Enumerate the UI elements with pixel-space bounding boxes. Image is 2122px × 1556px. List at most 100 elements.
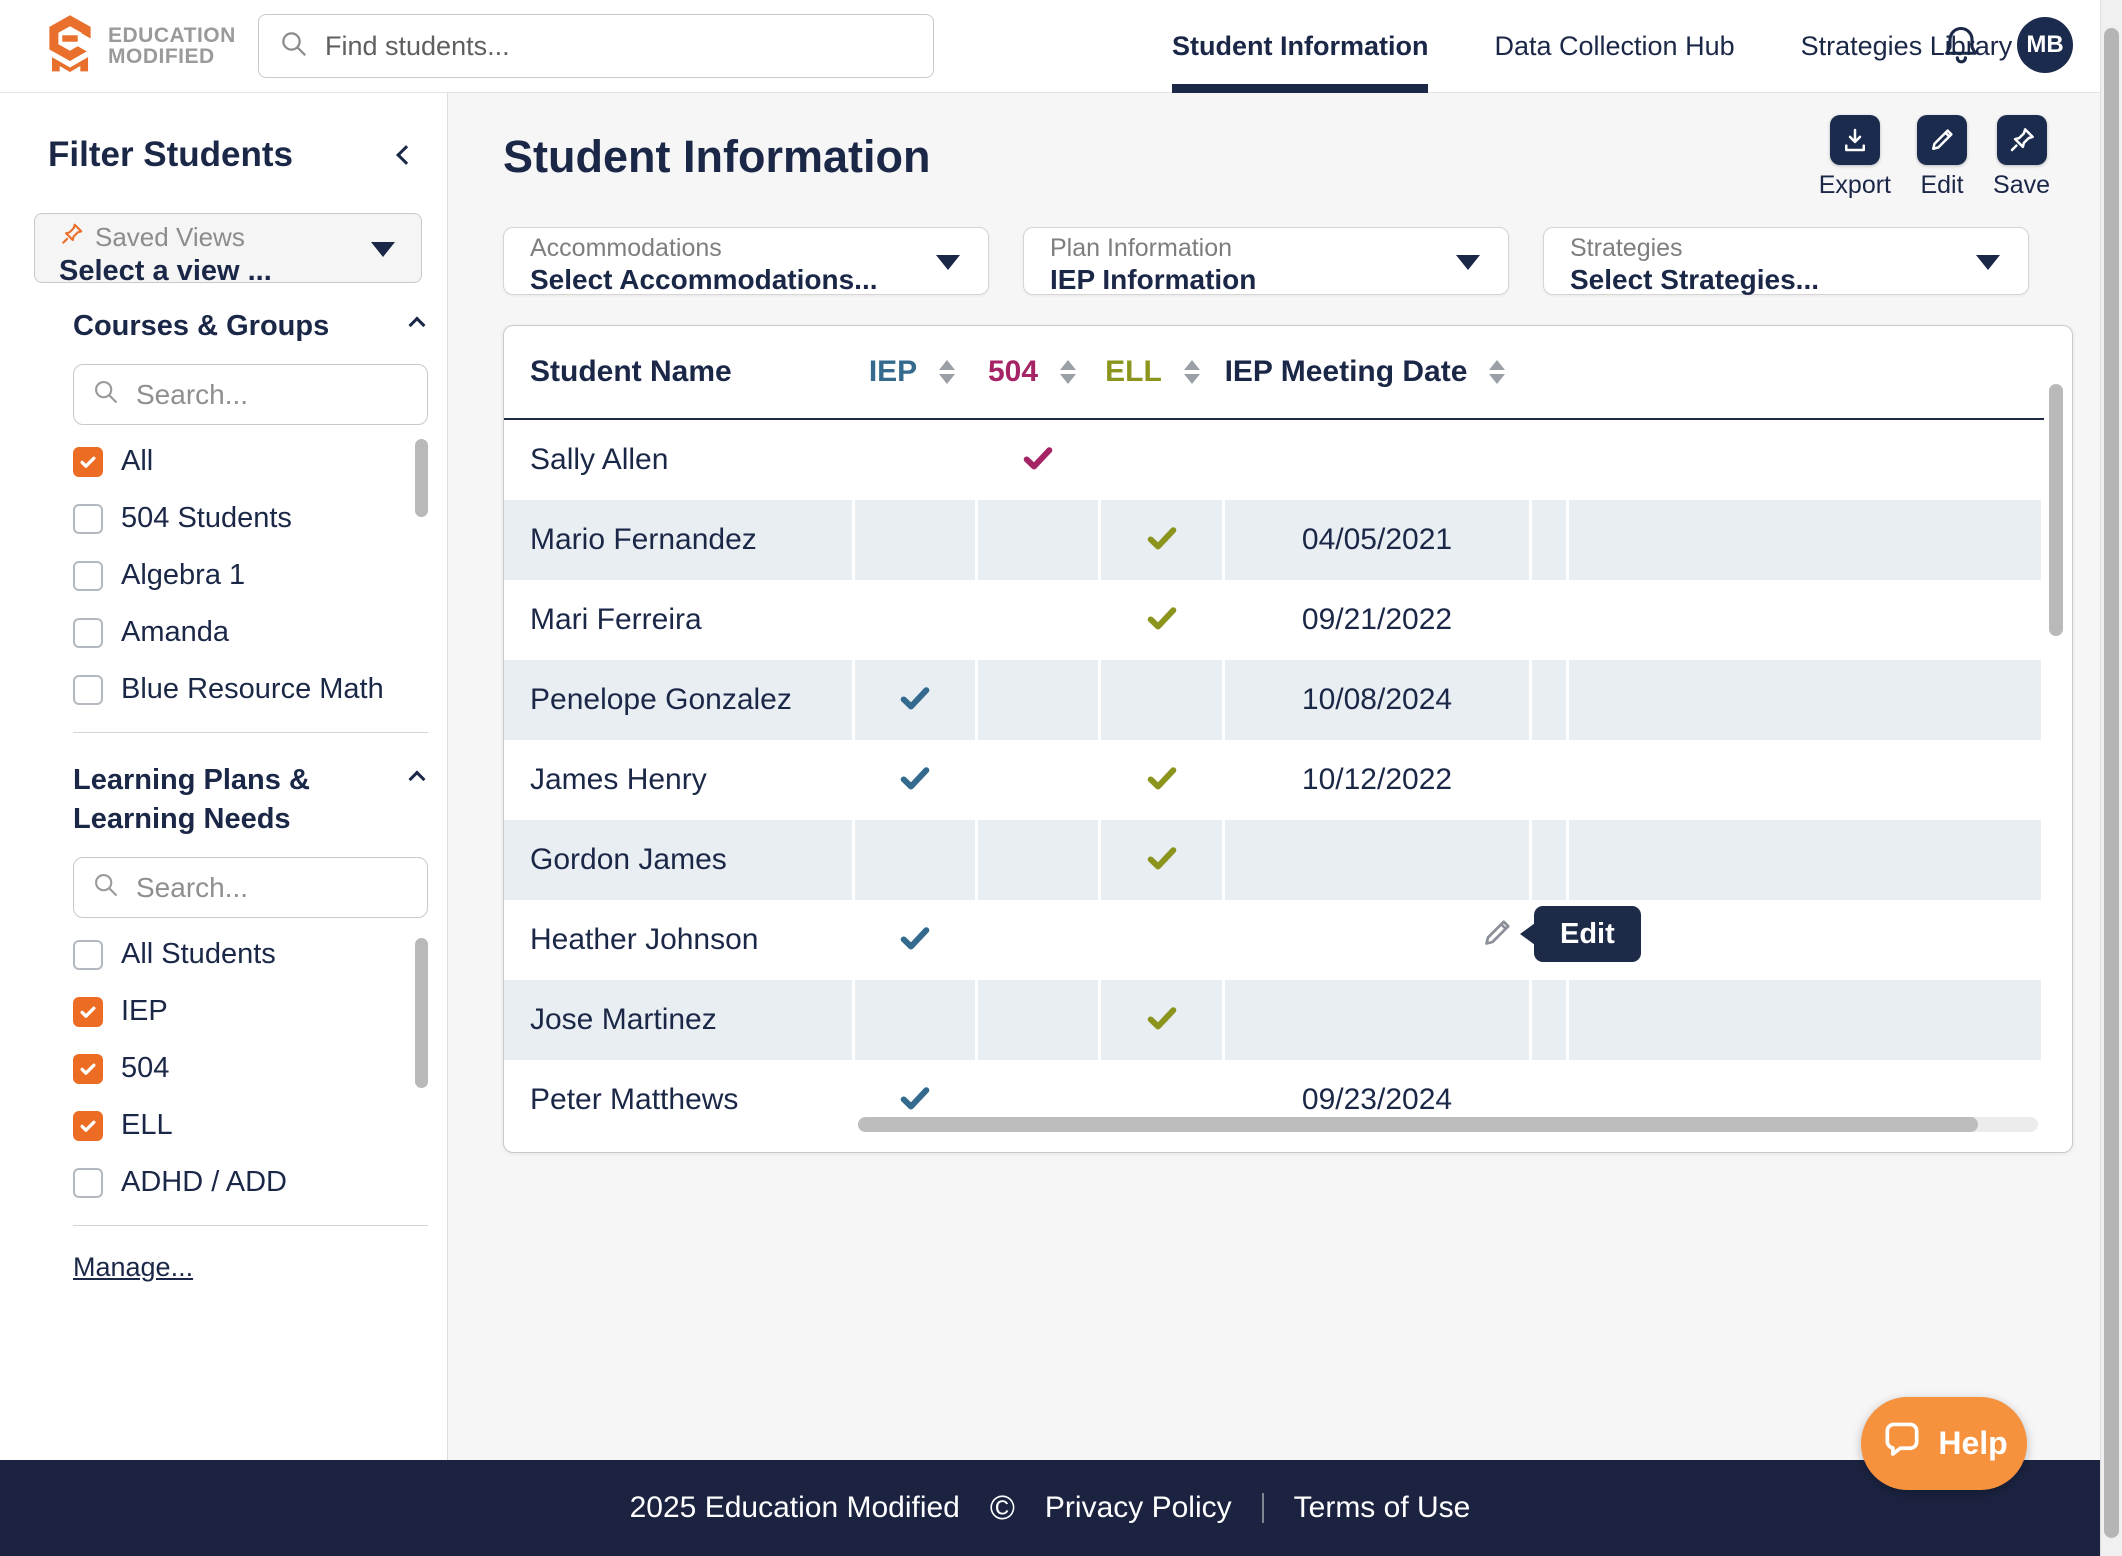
column-header-504[interactable]: 504 bbox=[972, 355, 1092, 389]
page-scrollbar[interactable] bbox=[2100, 0, 2122, 1556]
column-label: ELL bbox=[1105, 355, 1162, 388]
column-label: IEP bbox=[868, 355, 918, 388]
table-row-gordon-james[interactable]: Gordon James bbox=[504, 820, 2041, 900]
checkbox-checked[interactable] bbox=[73, 996, 103, 1027]
filter-option-adhd-add[interactable]: ADHD / ADD bbox=[73, 1154, 428, 1211]
help-button[interactable]: Help bbox=[1861, 1397, 2027, 1490]
dropdown-label: Accommodations bbox=[530, 234, 722, 262]
page-scrollbar-thumb[interactable] bbox=[2104, 28, 2119, 1538]
table-horizontal-scrollbar[interactable] bbox=[858, 1117, 1978, 1132]
dropdown-value: Select Strategies... bbox=[1570, 264, 1820, 295]
plan-information-dropdown[interactable]: Plan Information IEP Information bbox=[1023, 227, 1509, 295]
chevron-up-icon[interactable] bbox=[408, 770, 426, 788]
section-courses-groups: Courses & Groups All 504 Students Algebra … bbox=[34, 307, 428, 734]
filter-option-all[interactable]: All bbox=[73, 433, 428, 490]
cell-ell bbox=[1101, 500, 1222, 580]
filter-option-label: Blue Resource Math bbox=[121, 673, 384, 706]
user-avatar[interactable]: MB bbox=[2017, 17, 2073, 73]
nav-student-information[interactable]: Student Information bbox=[1172, 0, 1429, 93]
dropdown-value: IEP Information bbox=[1050, 264, 1257, 295]
learning-plans-search-input[interactable] bbox=[136, 871, 409, 904]
terms-of-use-link[interactable]: Terms of Use bbox=[1293, 1491, 1471, 1524]
checkbox[interactable] bbox=[73, 560, 103, 591]
list-scrollbar[interactable] bbox=[415, 938, 428, 1089]
pin-icon bbox=[1996, 115, 2047, 165]
app-header: EDUCATION MODIFIED Student Information Da… bbox=[0, 0, 2100, 93]
manage-link[interactable]: Manage... bbox=[73, 1252, 194, 1283]
search-input[interactable] bbox=[325, 30, 913, 62]
table-vertical-scrollbar[interactable] bbox=[2049, 384, 2063, 636]
table-row-jose-martinez[interactable]: Jose Martinez bbox=[504, 980, 2041, 1060]
filter-sidebar: Filter Students Saved Views Select a vie… bbox=[0, 93, 448, 1460]
filter-option-ell[interactable]: ELL bbox=[73, 1097, 428, 1154]
list-scrollbar[interactable] bbox=[415, 439, 428, 518]
sidebar-collapse-icon[interactable] bbox=[396, 145, 416, 165]
sort-arrows-icon[interactable] bbox=[939, 360, 956, 384]
column-header-iep[interactable]: IEP bbox=[852, 355, 972, 389]
filter-option-label: ADHD / ADD bbox=[121, 1166, 287, 1199]
filter-option-504-students[interactable]: 504 Students bbox=[73, 490, 428, 547]
saved-views-dropdown[interactable]: Saved Views Select a view ... bbox=[34, 213, 422, 287]
cell-spacer bbox=[1532, 660, 1566, 740]
checkbox[interactable] bbox=[73, 1167, 103, 1198]
table-row-james-henry[interactable]: James Henry 10/12/2022 bbox=[504, 740, 2041, 820]
checkbox[interactable] bbox=[73, 503, 103, 534]
filter-option-504[interactable]: 504 bbox=[73, 1040, 428, 1097]
cell-ell bbox=[1101, 420, 1222, 500]
checkbox[interactable] bbox=[73, 939, 103, 970]
checkbox[interactable] bbox=[73, 617, 103, 648]
find-students-search[interactable] bbox=[258, 14, 934, 78]
table-row-mario-fernandez[interactable]: Mario Fernandez 04/05/2021 bbox=[504, 500, 2041, 580]
filter-option-iep[interactable]: IEP bbox=[73, 983, 428, 1040]
help-label: Help bbox=[1938, 1425, 2008, 1461]
courses-search-input[interactable] bbox=[136, 378, 409, 411]
filter-option-algebra-1[interactable]: Algebra 1 bbox=[73, 547, 428, 604]
cell-p504 bbox=[978, 980, 1098, 1060]
section-learning-plans: Learning Plans & Learning Needs All Stud… bbox=[34, 761, 428, 1283]
chevron-up-icon[interactable] bbox=[408, 316, 426, 334]
sort-arrows-icon[interactable] bbox=[1489, 360, 1506, 384]
edit-pencil-icon[interactable] bbox=[1479, 915, 1515, 951]
edit-tooltip: Edit bbox=[1520, 906, 1641, 962]
table-row-sally-allen[interactable]: Sally Allen bbox=[504, 420, 2041, 500]
saved-views-value: Select a view ... bbox=[59, 255, 272, 287]
action-label: Edit bbox=[1920, 171, 1964, 199]
cell-actions bbox=[1569, 420, 2041, 500]
divider bbox=[1261, 1493, 1264, 1523]
table-header: Student Name IEP 504 ELL IEP Meeting Date bbox=[504, 326, 2044, 420]
filter-option-all-students[interactable]: All Students bbox=[73, 926, 428, 983]
cell-spacer bbox=[1532, 500, 1566, 580]
sort-arrows-icon[interactable] bbox=[1060, 360, 1077, 384]
privacy-policy-link[interactable]: Privacy Policy bbox=[1044, 1491, 1232, 1524]
column-header-ell[interactable]: ELL bbox=[1092, 355, 1213, 389]
learning-plans-search[interactable] bbox=[73, 857, 428, 919]
table-row-heather-johnson[interactable]: Heather Johnson bbox=[504, 900, 2041, 980]
cell-p504 bbox=[978, 660, 1098, 740]
cell-student-name: Sally Allen bbox=[530, 443, 669, 476]
edit-button[interactable]: Edit bbox=[1917, 115, 1968, 200]
checkbox[interactable] bbox=[73, 674, 103, 705]
save-button[interactable]: Save bbox=[1993, 115, 2050, 200]
nav-data-collection-hub[interactable]: Data Collection Hub bbox=[1494, 31, 1735, 61]
filter-option-amanda[interactable]: Amanda bbox=[73, 604, 428, 661]
column-header-iep-meeting-date[interactable]: IEP Meeting Date bbox=[1213, 355, 1517, 389]
checkbox-checked[interactable] bbox=[73, 446, 103, 477]
checkbox-checked[interactable] bbox=[73, 1053, 103, 1084]
nav-strategies-library[interactable]: Strategies Library bbox=[1800, 31, 2013, 61]
cell-meeting-date: 04/05/2021 bbox=[1225, 500, 1529, 580]
accommodations-dropdown[interactable]: Accommodations Select Accommodations... bbox=[503, 227, 989, 295]
check-icon bbox=[1142, 1001, 1182, 1040]
strategies-dropdown[interactable]: Strategies Select Strategies... bbox=[1543, 227, 2029, 295]
table-row-penelope-gonzalez[interactable]: Penelope Gonzalez 10/08/2024 bbox=[504, 660, 2041, 740]
filter-option-blue-resource-math[interactable]: Blue Resource Math bbox=[73, 661, 428, 718]
checkbox-checked[interactable] bbox=[73, 1110, 103, 1141]
copyright-text: 2025 Education Modified bbox=[629, 1491, 960, 1524]
copyright-icon: © bbox=[989, 1488, 1015, 1527]
export-button[interactable]: Export bbox=[1819, 115, 1891, 200]
table-row-mari-ferreira[interactable]: Mari Ferreira 09/21/2022 bbox=[504, 580, 2041, 660]
sort-arrows-icon[interactable] bbox=[1183, 360, 1200, 384]
logo-icon bbox=[44, 14, 96, 77]
notifications-bell-icon[interactable] bbox=[1937, 22, 1985, 70]
courses-search[interactable] bbox=[73, 364, 428, 426]
check-icon bbox=[1142, 521, 1182, 560]
